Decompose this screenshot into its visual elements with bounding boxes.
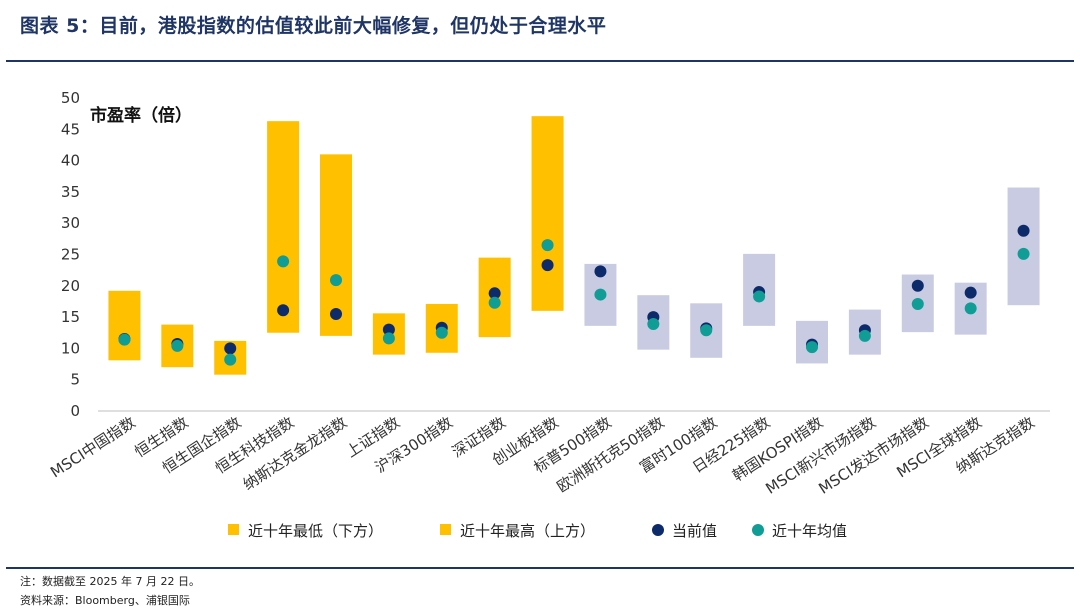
current-value-dot: [541, 259, 554, 272]
legend-marker: [652, 524, 664, 536]
legend-swatch: [440, 524, 451, 535]
range-bar: [1007, 187, 1040, 306]
source-note: 资料来源：Bloomberg、浦银国际: [20, 594, 190, 607]
y-tick-label: 45: [61, 120, 80, 138]
average-value-dot: [858, 329, 871, 342]
y-tick-label: 25: [61, 246, 80, 264]
y-tick-label: 30: [61, 214, 80, 232]
current-value-dot: [382, 323, 395, 336]
average-value-dot: [753, 290, 766, 303]
x-tick-label: MSCI中国指数: [47, 413, 138, 481]
legend-swatch: [228, 524, 239, 535]
y-axis: 0 5 10 15 20 25 30 35 40 45 50: [61, 89, 80, 420]
legend-label: 近十年最高（上方）: [460, 522, 595, 540]
current-value-dot: [277, 304, 290, 317]
legend-label: 当前值: [672, 522, 717, 540]
x-axis-labels: MSCI中国指数恒生指数恒生国企指数恒生科技指数纳斯达克金龙指数上证指数沪深30…: [47, 413, 1038, 497]
pe-range-chart: 0 5 10 15 20 25 30 35 40 45 50 MSCI中国指数恒生指数恒生国企指数恒…: [47, 89, 1050, 540]
current-value-dot: [330, 307, 342, 320]
average-value-dot: [964, 302, 977, 315]
y-tick-label: 20: [61, 277, 80, 295]
average-value-dot: [541, 239, 554, 252]
average-value-dot: [330, 274, 342, 287]
current-value-dot: [594, 265, 607, 278]
bottom-rule: [6, 567, 1074, 569]
range-bars: [108, 116, 1040, 375]
figure-title: 图表 5：目前，港股指数的估值较此前大幅修复，但仍处于合理水平: [20, 15, 607, 37]
range-bar: [267, 121, 300, 333]
current-value-dot: [911, 279, 924, 292]
average-value-dot: [594, 288, 607, 301]
average-value-dot: [1017, 247, 1030, 260]
legend-marker: [752, 524, 764, 536]
legend-label: 近十年最低（下方）: [248, 522, 383, 540]
current-value-dot: [1017, 224, 1030, 237]
y-tick-label: 10: [61, 339, 80, 357]
average-value-dot: [647, 317, 660, 330]
data-note: 注：数据截至 2025 年 7 月 22 日。: [20, 575, 200, 588]
legend-label: 近十年均值: [772, 522, 847, 540]
average-value-dot: [277, 255, 290, 268]
y-tick-label: 35: [61, 183, 80, 201]
current-value-dot: [488, 287, 501, 300]
average-value-dot: [171, 339, 184, 352]
average-value-dot: [224, 353, 237, 366]
markers: [118, 224, 1030, 366]
current-value-dot: [964, 286, 977, 299]
average-value-dot: [911, 297, 924, 310]
range-bar: [108, 290, 141, 361]
y-tick-label: 40: [61, 152, 80, 170]
top-rule: [6, 60, 1074, 62]
y-axis-title: 市盈率（倍）: [90, 105, 192, 126]
y-tick-label: 0: [70, 402, 80, 420]
legend: 近十年最低（下方） 近十年最高（上方） 当前值 近十年均值: [228, 522, 847, 540]
average-value-dot: [700, 324, 713, 337]
average-value-dot: [382, 332, 395, 345]
average-value-dot: [488, 296, 501, 309]
y-tick-label: 50: [61, 89, 80, 107]
range-bar: [531, 116, 564, 311]
current-value-dot: [224, 342, 237, 355]
y-tick-label: 15: [61, 308, 80, 326]
average-value-dot: [118, 333, 131, 346]
range-bar: [320, 154, 352, 336]
average-value-dot: [435, 326, 448, 339]
average-value-dot: [806, 341, 818, 354]
y-tick-label: 5: [70, 371, 80, 389]
